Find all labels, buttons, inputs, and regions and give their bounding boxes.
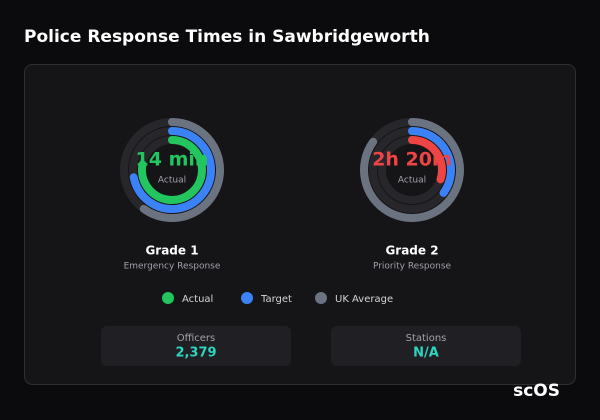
ring-arc (360, 118, 464, 222)
logo: scOS (513, 381, 560, 401)
ring-arc (408, 136, 446, 184)
gauge-name: Grade 2 (385, 244, 438, 258)
ring-arc (139, 118, 224, 222)
stat-label: Stations (406, 333, 447, 344)
legend-label: UK Average (335, 294, 393, 305)
legend-dot (162, 292, 174, 304)
legend-dot (315, 292, 327, 304)
stat-box (331, 326, 521, 366)
gauge-name: Grade 1 (145, 244, 198, 258)
stat-box (101, 326, 291, 366)
gauge-value: 14 min (136, 149, 209, 171)
legend-label: Actual (182, 294, 213, 305)
title: Police Response Times in Sawbridgeworth (24, 27, 430, 47)
ring-arc (138, 136, 206, 204)
legend-dot (241, 292, 253, 304)
ring-arc (408, 127, 455, 197)
stat-label: Officers (177, 333, 216, 344)
legend-label: Target (260, 294, 292, 305)
stat-value: 2,379 (175, 346, 216, 361)
gauge-subtitle: Emergency Response (124, 262, 221, 272)
gauge-value-label: Actual (158, 176, 186, 186)
gauge-subtitle: Priority Response (373, 262, 452, 272)
gauge-value-label: Actual (398, 176, 426, 186)
stat-value: N/A (413, 346, 439, 361)
gauge-value: 2h 20m (372, 149, 452, 171)
ring-arc (129, 127, 215, 213)
